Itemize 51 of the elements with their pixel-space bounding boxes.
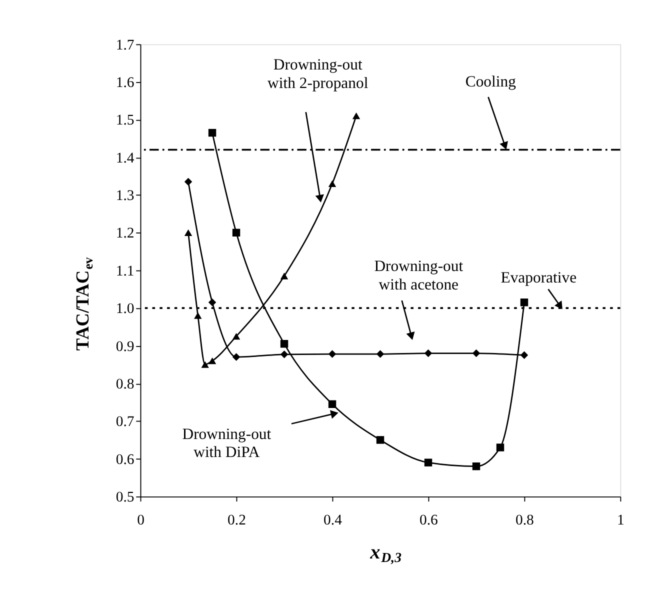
- y-tick-label: 1.5: [116, 112, 134, 129]
- annotation: Drowning-out with DiPA: [182, 426, 272, 462]
- point: [280, 272, 288, 280]
- point: [472, 462, 480, 470]
- ref-line-label: Evaporative: [500, 270, 577, 286]
- y-tick-label: 1.1: [116, 263, 134, 280]
- point: [352, 112, 360, 120]
- x-tick-label: 0.8: [515, 512, 534, 529]
- y-tick-label: 0.9: [116, 338, 134, 355]
- point: [184, 229, 192, 236]
- point: [376, 350, 384, 358]
- point: [328, 180, 336, 188]
- point: [376, 436, 384, 444]
- point: [232, 353, 240, 361]
- y-axis-title: TAC/TACev: [72, 256, 96, 351]
- point: [208, 357, 216, 364]
- y-tick-label: 0.7: [116, 414, 134, 430]
- annotation: Drowning-out with 2-propanol: [268, 56, 369, 92]
- y-tick-label: 1.6: [116, 74, 134, 91]
- point: [201, 361, 209, 368]
- point: [520, 351, 528, 360]
- y-tick-label: 0.6: [116, 452, 134, 468]
- point: [208, 128, 216, 137]
- y-tick-label: 1.7: [116, 37, 134, 54]
- x-tick-label: 0.4: [324, 512, 343, 529]
- x-tick-label: 0.2: [228, 512, 246, 529]
- point: [424, 349, 432, 358]
- point: [328, 400, 336, 408]
- y-tick-label: 1.4: [116, 150, 135, 166]
- x-tick-label: 0.6: [420, 512, 438, 529]
- y-tick-label: 1.0: [116, 301, 134, 318]
- point: [472, 349, 480, 358]
- point: [496, 444, 504, 452]
- point: [194, 312, 202, 319]
- y-tick-label: 0.5: [116, 490, 134, 506]
- x-tick-label: 0: [137, 512, 144, 529]
- point: [328, 350, 336, 358]
- point: [520, 298, 528, 306]
- point: [280, 340, 288, 348]
- point: [280, 350, 288, 358]
- point: [232, 228, 240, 237]
- point: [424, 458, 432, 466]
- annotation: Drowning-out with acetone: [374, 258, 464, 294]
- y-tick-label: 0.8: [116, 376, 134, 392]
- point: [208, 298, 216, 306]
- point: [232, 332, 240, 340]
- point: [184, 178, 192, 186]
- y-tick-label: 1.3: [116, 188, 134, 204]
- y-tick-label: 1.2: [116, 226, 134, 242]
- ref-line-label: Cooling: [465, 74, 516, 91]
- x-tick-label: 1: [617, 512, 624, 529]
